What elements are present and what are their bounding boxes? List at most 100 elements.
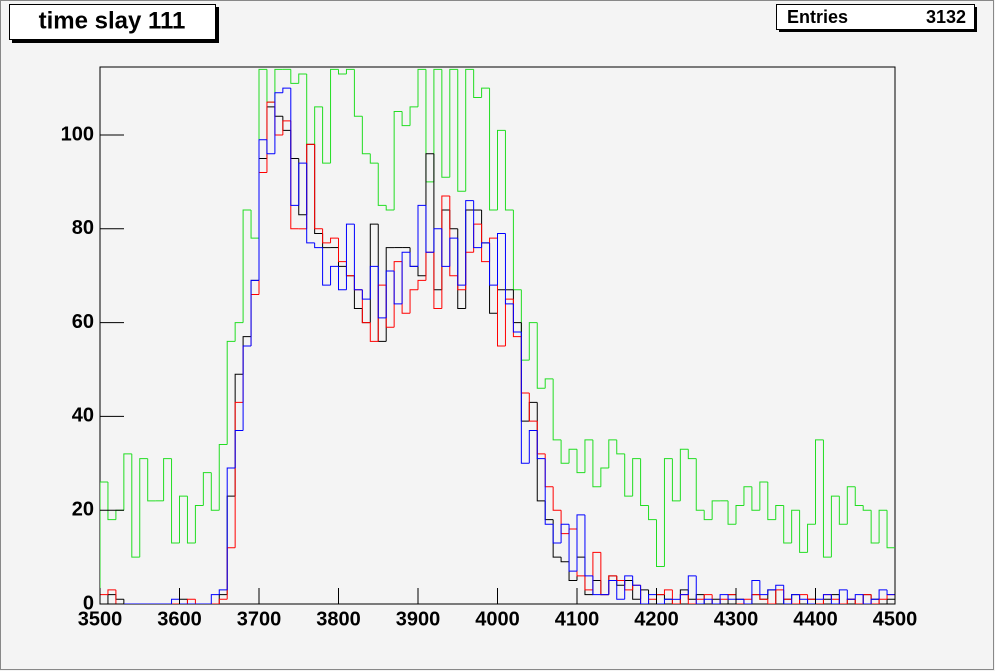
- histogram-bin: [695, 458, 705, 511]
- histogram-bin: [425, 205, 434, 253]
- histogram-bin: [576, 449, 585, 474]
- histogram-bin: [743, 599, 752, 604]
- histogram-bin: [735, 505, 744, 525]
- x-tick-label: 3800: [316, 608, 361, 630]
- histogram-bin: [226, 467, 236, 590]
- histogram-bin: [624, 453, 633, 497]
- y-tick-label: 40: [72, 405, 94, 427]
- histogram-bin: [703, 510, 713, 521]
- histogram-bin: [449, 68, 458, 178]
- histogram-bin: [663, 598, 673, 604]
- histogram-bin: [687, 449, 697, 460]
- histogram-bin: [600, 467, 609, 487]
- histogram-bin: [624, 575, 633, 600]
- histogram-bin: [584, 514, 593, 577]
- histogram-bin: [107, 482, 116, 521]
- histogram-bin: [100, 481, 108, 604]
- histogram-bin: [282, 87, 291, 93]
- histogram-bin: [338, 266, 347, 291]
- histogram-bin: [218, 444, 228, 511]
- histogram-bin: [544, 378, 554, 389]
- histogram-bin: [846, 486, 856, 525]
- y-tick-label: 0: [83, 592, 94, 614]
- x-tick-label: 4500: [873, 608, 918, 630]
- histogram-bin: [314, 242, 323, 249]
- histogram-bin: [186, 496, 196, 544]
- histogram-bin: [179, 495, 188, 544]
- histogram-bin: [409, 106, 418, 126]
- histogram-bin: [552, 378, 562, 441]
- histogram-bin: [576, 514, 585, 572]
- histogram-bin: [679, 594, 689, 600]
- histogram-bin: [671, 589, 681, 604]
- histogram-bin: [226, 340, 236, 445]
- histogram-bin: [663, 589, 673, 595]
- histogram-bin: [409, 252, 418, 267]
- chart-title: time slay 111: [39, 7, 186, 34]
- histogram-bin: [314, 144, 323, 230]
- axes: 0 20 40 60 80 100 3500 3600 3700 3800 3900 4000 4100…: [61, 123, 918, 630]
- histogram-bin: [393, 271, 403, 305]
- histograms: [100, 68, 895, 604]
- histogram-bin: [751, 580, 760, 604]
- histogram-bin: [870, 598, 880, 604]
- histogram-bin: [751, 486, 760, 511]
- histogram-bin: [648, 505, 657, 521]
- histogram-bin: [306, 163, 315, 244]
- histogram-bin: [568, 448, 577, 464]
- histogram-bin: [632, 575, 641, 586]
- histogram-bin: [123, 453, 132, 511]
- histogram-bin: [171, 458, 180, 544]
- histogram-bin: [123, 599, 132, 604]
- histogram-bin: [322, 228, 331, 244]
- histogram-bin: [163, 458, 172, 501]
- histogram-bin: [393, 111, 403, 211]
- histogram-bin: [687, 575, 697, 595]
- stats-label: Entries: [787, 7, 848, 27]
- histogram-bin: [457, 69, 466, 192]
- histogram-bin: [314, 106, 323, 145]
- x-tick-label: 4000: [475, 608, 520, 630]
- histogram-bin: [107, 589, 116, 595]
- histogram-bin: [799, 510, 808, 553]
- x-tick-label: 3500: [78, 608, 123, 630]
- histogram-bin: [862, 505, 872, 511]
- histogram-bin: [250, 279, 259, 347]
- histogram-bin: [807, 523, 816, 553]
- histogram-bin: [417, 279, 426, 290]
- histogram-bin: [457, 238, 466, 286]
- histogram-bin: [361, 116, 371, 155]
- histogram-bin: [528, 322, 538, 361]
- histogram-bin: [775, 505, 784, 520]
- histogram-bin: [489, 242, 498, 286]
- histogram-bin: [290, 88, 299, 206]
- histogram-bin: [210, 472, 220, 511]
- histogram-bin: [258, 139, 267, 281]
- histogram-bin: [330, 68, 339, 164]
- y-tick-label: 60: [72, 311, 94, 333]
- histogram-bin: [345, 68, 355, 75]
- histogram-bin: [616, 439, 625, 455]
- histogram-bin: [656, 519, 665, 567]
- histogram-bin: [679, 448, 689, 501]
- histogram-bin: [767, 599, 776, 604]
- histogram-bin: [409, 289, 418, 314]
- histogram-bin: [385, 205, 395, 211]
- histogram-bin: [854, 599, 864, 604]
- histogram-bin: [266, 139, 275, 155]
- histogram-bin: [115, 589, 124, 604]
- histogram-bin: [687, 594, 697, 604]
- histogram-bin: [608, 439, 617, 468]
- stats-box: [776, 4, 975, 30]
- histogram-bin: [727, 500, 736, 525]
- histogram-bin: [878, 509, 888, 544]
- histogram-bin: [481, 224, 490, 263]
- histogram-bin: [377, 266, 387, 319]
- x-tick-label: 4100: [555, 608, 600, 630]
- histogram-bin: [560, 557, 570, 563]
- histogram-bin: [473, 69, 482, 98]
- histogram-bin: [234, 429, 244, 468]
- histogram-bin: [385, 270, 395, 318]
- x-tick-label: 4400: [793, 608, 838, 630]
- histogram-bin: [878, 589, 888, 600]
